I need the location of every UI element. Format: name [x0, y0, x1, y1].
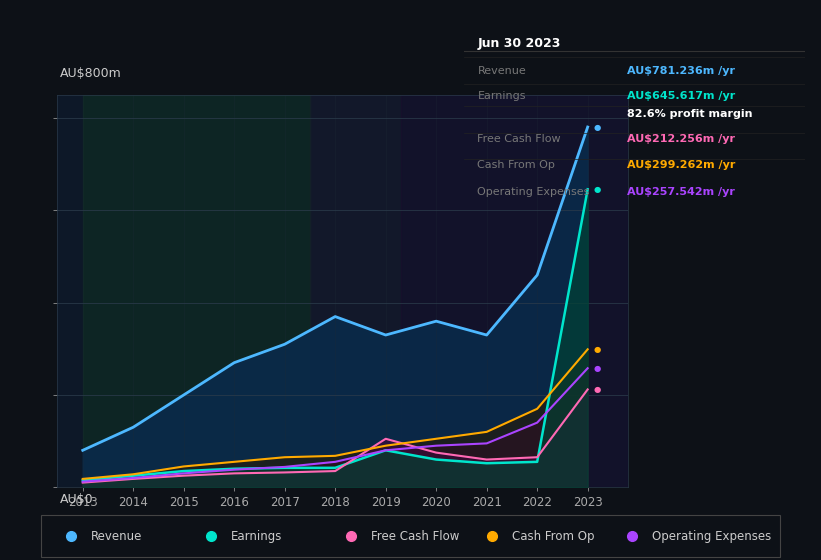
Text: 82.6% profit margin: 82.6% profit margin — [627, 109, 753, 119]
Text: Cash From Op: Cash From Op — [511, 530, 594, 543]
Text: Revenue: Revenue — [90, 530, 142, 543]
Text: Cash From Op: Cash From Op — [478, 161, 555, 170]
Text: Earnings: Earnings — [478, 91, 526, 101]
Text: AU$0: AU$0 — [60, 493, 94, 506]
Bar — [310, 95, 401, 487]
Text: Jun 30 2023: Jun 30 2023 — [478, 37, 561, 50]
Text: ●: ● — [594, 345, 600, 354]
Text: Free Cash Flow: Free Cash Flow — [478, 134, 561, 144]
Text: Revenue: Revenue — [478, 67, 526, 77]
Text: AU$257.542m /yr: AU$257.542m /yr — [627, 187, 736, 197]
Text: Operating Expenses: Operating Expenses — [652, 530, 772, 543]
Bar — [401, 95, 628, 487]
Text: ●: ● — [594, 385, 600, 394]
Text: AU$781.236m /yr: AU$781.236m /yr — [627, 67, 736, 77]
Text: AU$299.262m /yr: AU$299.262m /yr — [627, 161, 736, 170]
Bar — [83, 95, 310, 487]
Text: Operating Expenses: Operating Expenses — [478, 187, 589, 197]
Text: Free Cash Flow: Free Cash Flow — [371, 530, 460, 543]
Text: ●: ● — [594, 123, 600, 132]
Text: Earnings: Earnings — [231, 530, 282, 543]
Text: AU$800m: AU$800m — [60, 67, 122, 80]
Text: AU$212.256m /yr: AU$212.256m /yr — [627, 134, 736, 144]
Text: AU$645.617m /yr: AU$645.617m /yr — [627, 91, 736, 101]
Text: ●: ● — [594, 185, 600, 194]
Text: ●: ● — [594, 363, 600, 373]
